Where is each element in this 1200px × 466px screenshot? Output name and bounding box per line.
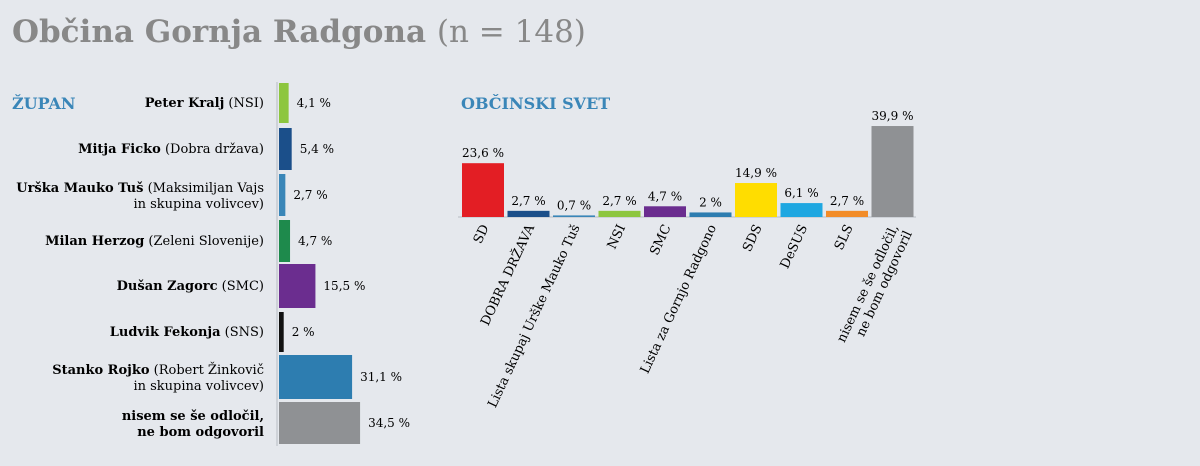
council-bar bbox=[826, 210, 868, 217]
council-category-label: Lista skupaj Urške Mauko Tuš bbox=[485, 222, 583, 410]
mayor-value-label: 34,5 % bbox=[368, 416, 410, 430]
mayor-value-label: 2 % bbox=[292, 325, 315, 339]
mayor-bar bbox=[279, 402, 361, 444]
council-bar bbox=[644, 206, 686, 217]
council-value-label: 6,1 % bbox=[784, 186, 818, 200]
mayor-category-label: Urška Mauko Tuš (Maksimiljan Vajs bbox=[16, 181, 264, 196]
council-value-label: 2,7 % bbox=[511, 194, 545, 208]
council-value-label: 2 % bbox=[699, 195, 722, 209]
council-category-label: DeSUS bbox=[778, 222, 811, 271]
mayor-value-label: 31,1 % bbox=[360, 370, 402, 384]
page-title: Občina Gornja Radgona (n = 148) bbox=[12, 14, 586, 50]
council-value-label: 0,7 % bbox=[557, 198, 591, 212]
council-bar bbox=[598, 210, 641, 217]
mayor-category-label-line2: ne bom odgovoril bbox=[137, 425, 264, 440]
council-bar bbox=[553, 215, 595, 217]
council-bar bbox=[462, 163, 504, 217]
mayor-bar bbox=[279, 312, 284, 352]
mayor-category-label: Ludvik Fekonja (SNS) bbox=[110, 325, 264, 340]
mayor-value-label: 15,5 % bbox=[323, 279, 365, 293]
mayor-bar bbox=[279, 264, 316, 308]
council-category-label: SD bbox=[471, 222, 493, 246]
mayor-bar bbox=[279, 83, 289, 123]
council-value-label: 14,9 % bbox=[735, 166, 777, 180]
council-category-label: SLS bbox=[832, 222, 857, 252]
council-value-label: 23,6 % bbox=[462, 146, 504, 160]
council-category-label: SMC bbox=[647, 222, 674, 258]
mayor-category-label: Dušan Zagorc (SMC) bbox=[117, 279, 264, 294]
council-bar bbox=[780, 203, 823, 217]
mayor-bar bbox=[279, 174, 286, 216]
council-value-label: 4,7 % bbox=[648, 189, 682, 203]
council-value-label: 39,9 % bbox=[872, 109, 914, 123]
council-bar bbox=[689, 212, 732, 217]
mayor-bar bbox=[279, 355, 353, 399]
title-main: Občina Gornja Radgona bbox=[12, 14, 427, 50]
mayor-category-label: nisem se še odločil, bbox=[122, 409, 264, 424]
mayor-bar bbox=[279, 128, 292, 170]
mayor-section-title: ŽUPAN bbox=[12, 94, 76, 113]
council-category-label: SDS bbox=[740, 222, 766, 254]
council-bar bbox=[871, 126, 914, 217]
mayor-value-label: 4,1 % bbox=[297, 96, 331, 110]
council-bar bbox=[507, 210, 550, 217]
council-section-title: OBČINSKI SVET bbox=[461, 94, 611, 113]
mayor-category-label-line2: in skupina volivcev) bbox=[133, 197, 264, 212]
council-value-label: 2,7 % bbox=[602, 194, 636, 208]
mayor-category-label-line2: in skupina volivcev) bbox=[133, 379, 264, 394]
mayor-category-label: Peter Kralj (NSI) bbox=[145, 96, 264, 111]
council-value-label: 2,7 % bbox=[830, 194, 864, 208]
mayor-value-label: 4,7 % bbox=[298, 234, 332, 248]
mayor-value-label: 5,4 % bbox=[300, 142, 334, 156]
mayor-category-label: Milan Herzog (Zeleni Slovenije) bbox=[45, 234, 264, 249]
mayor-category-label: Mitja Ficko (Dobra država) bbox=[78, 142, 264, 157]
mayor-value-label: 2,7 % bbox=[293, 188, 327, 202]
council-category-label: NSI bbox=[605, 222, 629, 251]
title-sample-size: (n = 148) bbox=[436, 14, 586, 50]
mayor-category-label: Stanko Rojko (Robert Žinkovič bbox=[52, 362, 264, 378]
mayor-bar bbox=[279, 220, 291, 262]
council-bar bbox=[735, 183, 777, 217]
